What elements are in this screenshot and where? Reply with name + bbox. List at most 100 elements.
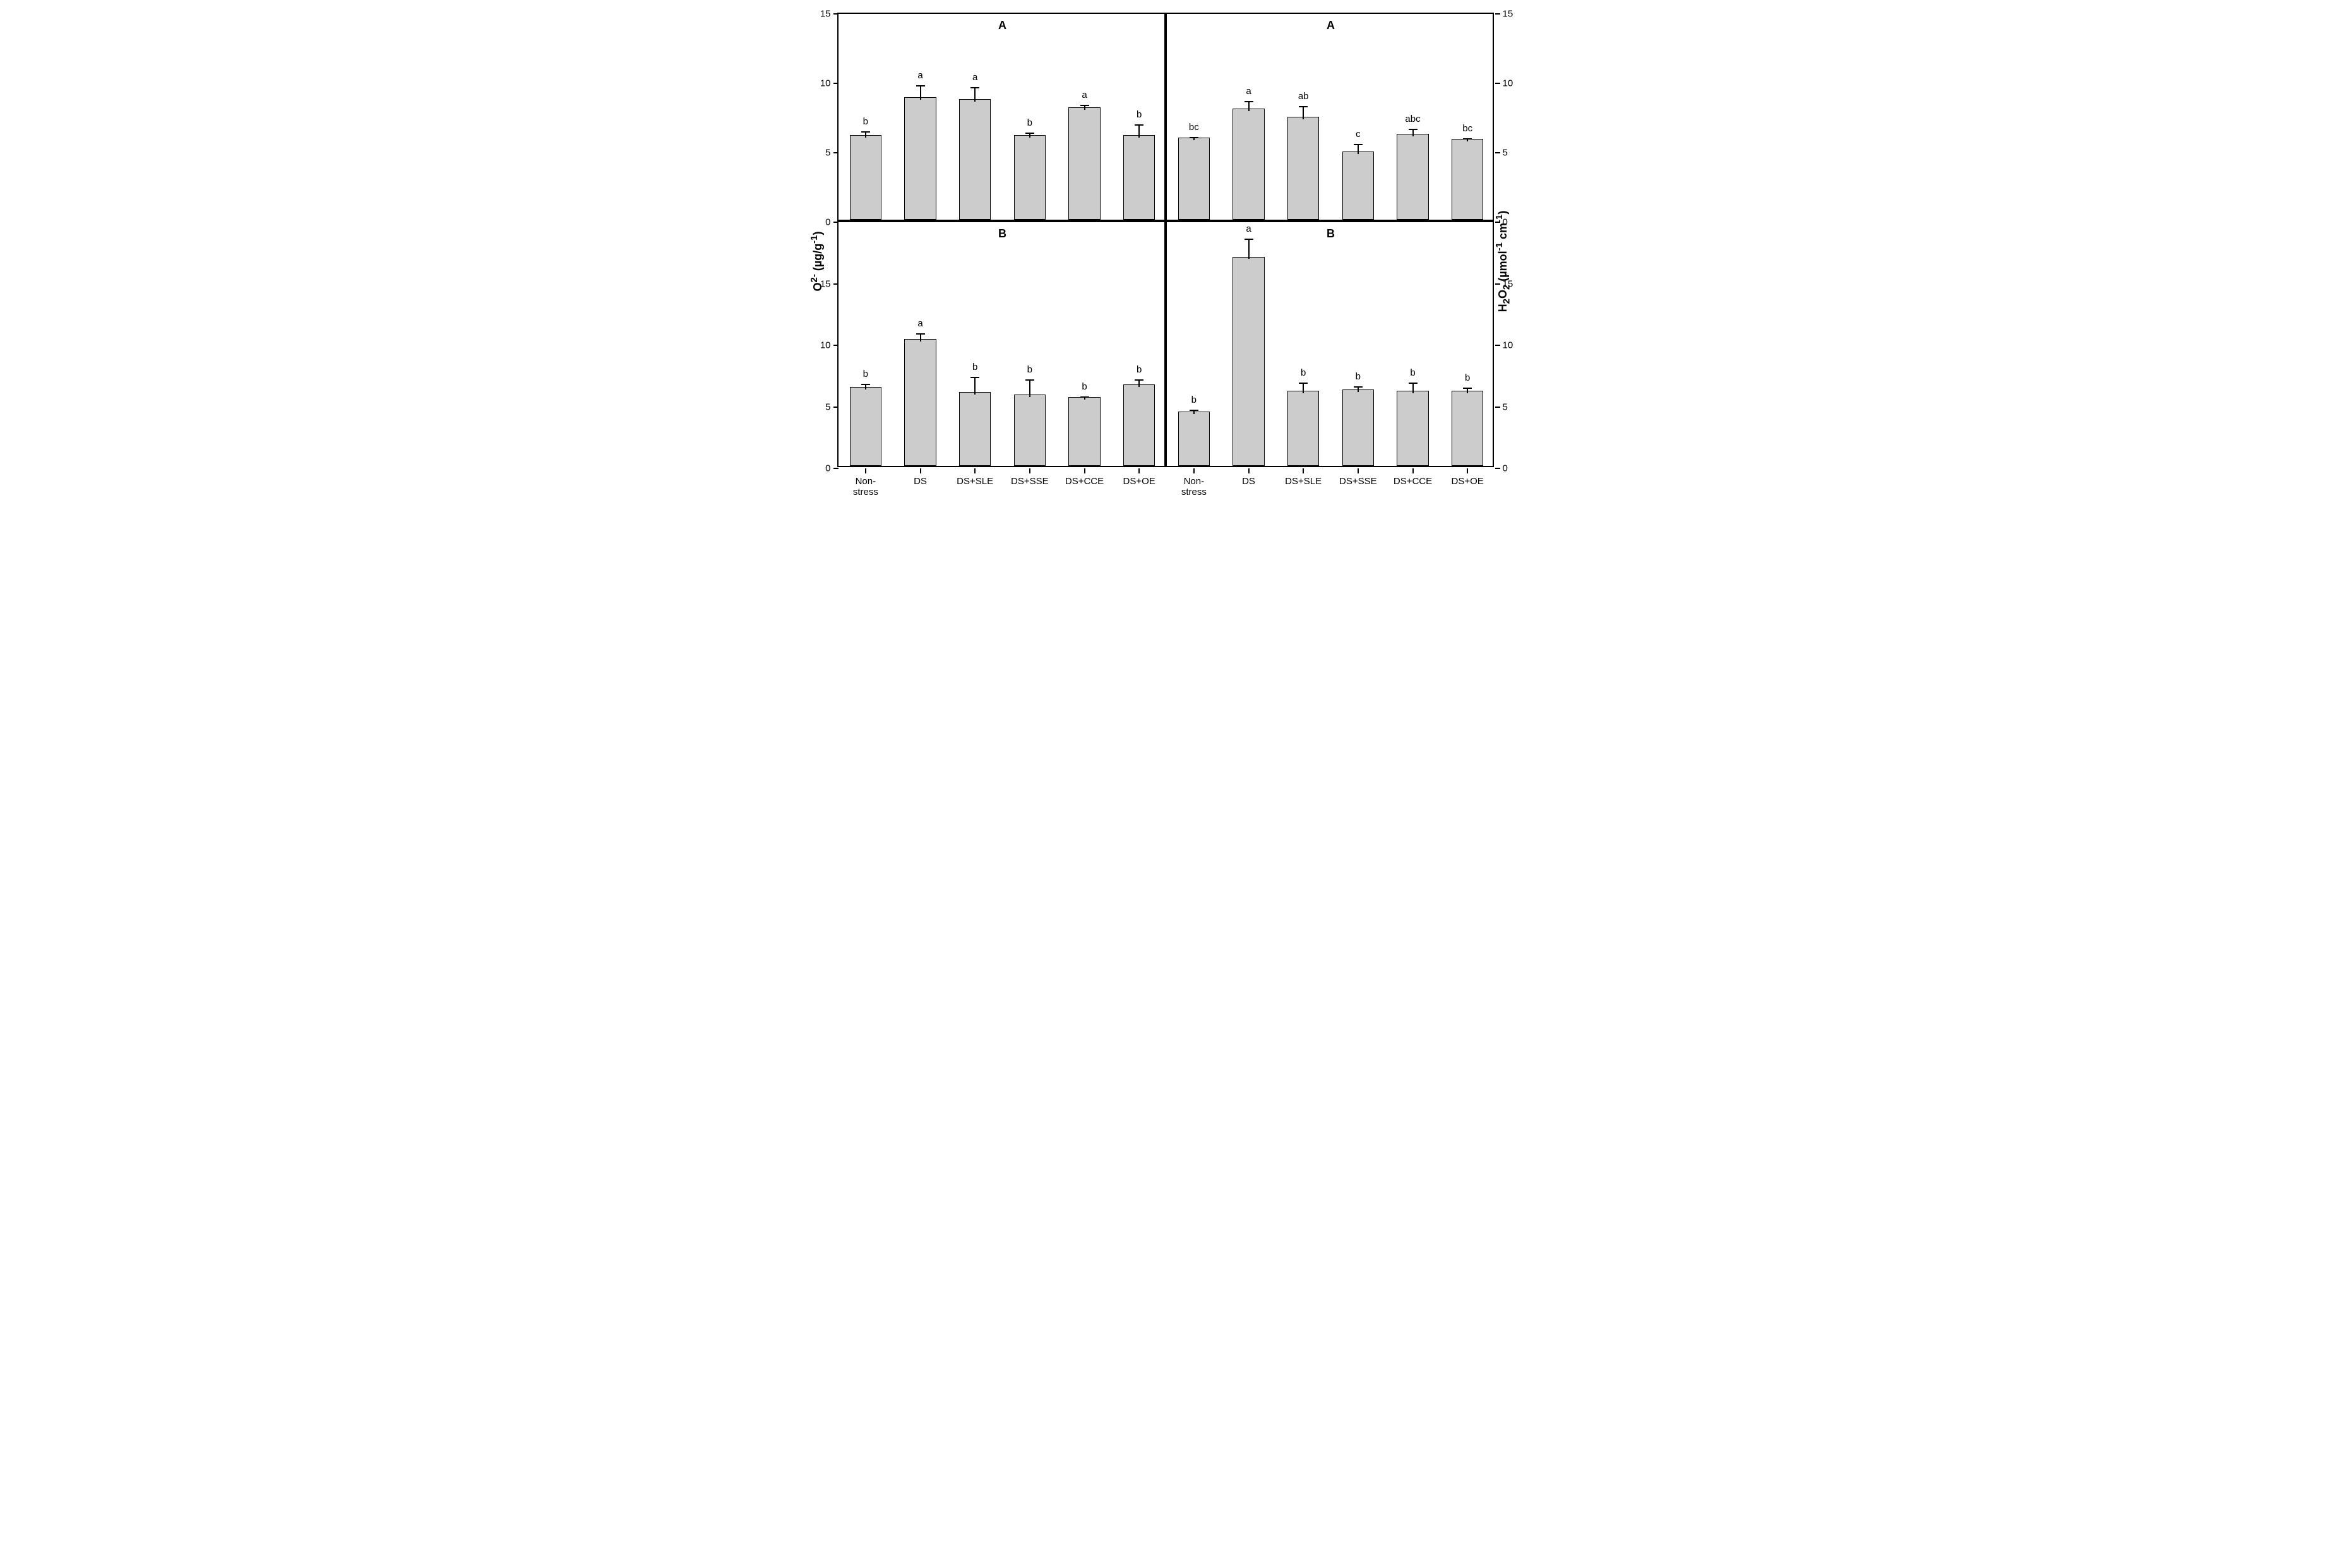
y-tick-label: 0 <box>1503 463 1508 474</box>
error-bar-cap <box>1135 379 1143 381</box>
x-category-label: DS+SLE <box>1285 476 1322 487</box>
panel-top-right: 051015Abcaabcabcbc <box>1166 13 1494 221</box>
y-tick <box>1495 13 1500 15</box>
significance-label: b <box>1027 117 1032 128</box>
significance-label: a <box>1082 90 1087 100</box>
error-bar-cap <box>1190 410 1198 411</box>
x-tick <box>1248 468 1250 473</box>
error-bar-cap <box>1245 101 1253 102</box>
error-bar-cap <box>1190 137 1198 138</box>
y-tick-label: 10 <box>1503 78 1513 89</box>
bar <box>1342 151 1374 220</box>
error-bar <box>1412 383 1414 393</box>
x-tick <box>1029 468 1030 473</box>
error-bar-cap <box>1409 383 1418 384</box>
x-tick <box>1138 468 1140 473</box>
x-tick <box>865 468 866 473</box>
y-tick-label: 5 <box>1503 148 1508 158</box>
bar <box>1123 384 1155 466</box>
y-tick-label: 5 <box>806 148 831 158</box>
y-tick-label: 0 <box>1503 217 1508 228</box>
error-bar <box>974 88 976 102</box>
figure-root: O2- (µg/g-1) H2O2 (µmol-1 cm-1) 051015Ab… <box>780 0 1560 523</box>
x-tick <box>1303 468 1304 473</box>
y-tick <box>1495 283 1500 285</box>
error-bar-cap <box>1299 106 1308 107</box>
x-category-label: Non-stress <box>1181 476 1207 498</box>
panel-top-left: 051015Abaabab <box>837 13 1166 221</box>
error-bar <box>1138 125 1140 138</box>
y-tick <box>1495 222 1500 223</box>
error-bar-cap <box>861 384 870 385</box>
x-category-label: DS+CCE <box>1065 476 1104 487</box>
error-bar <box>1412 129 1414 136</box>
error-bar-cap <box>970 377 979 378</box>
significance-label: a <box>972 72 977 83</box>
panel-title: A <box>1327 19 1335 32</box>
x-tick <box>974 468 976 473</box>
bar <box>1233 257 1264 466</box>
bar <box>1178 138 1210 220</box>
y-tick-label: 0 <box>806 463 831 474</box>
significance-label: b <box>863 116 868 127</box>
bar <box>1287 391 1319 466</box>
error-bar <box>1303 107 1304 119</box>
error-bar-cap <box>1025 379 1034 381</box>
bar <box>1014 135 1046 220</box>
x-tick <box>1358 468 1359 473</box>
error-bar <box>1358 387 1359 392</box>
significance-label: b <box>863 369 868 379</box>
error-bar <box>865 132 866 138</box>
error-bar-cap <box>1299 383 1308 384</box>
error-bar-cap <box>1463 138 1472 140</box>
bar <box>1014 395 1046 466</box>
y-tick-label: 10 <box>1503 340 1513 351</box>
x-category-label: DS+SSE <box>1011 476 1049 487</box>
y-tick <box>833 13 839 15</box>
error-bar <box>1248 239 1250 259</box>
significance-label: b <box>1191 395 1197 405</box>
x-category-label: DS+SLE <box>957 476 993 487</box>
significance-label: b <box>972 362 977 372</box>
error-bar <box>1248 102 1250 111</box>
significance-label: abc <box>1405 114 1420 124</box>
significance-label: b <box>1137 364 1142 375</box>
error-bar-cap <box>1354 386 1363 388</box>
bar <box>1123 135 1155 220</box>
significance-label: b <box>1301 367 1306 378</box>
bar <box>1342 389 1374 466</box>
y-tick-label: 10 <box>806 78 831 89</box>
significance-label: b <box>1410 367 1415 378</box>
y-tick <box>833 152 839 153</box>
significance-label: b <box>1027 364 1032 375</box>
error-bar-cap <box>970 87 979 88</box>
error-bar-cap <box>861 131 870 133</box>
error-bar <box>1303 383 1304 393</box>
panel-title: B <box>998 227 1006 241</box>
y-tick-label: 15 <box>1503 9 1513 20</box>
significance-label: ab <box>1298 91 1309 102</box>
bar <box>1287 117 1319 220</box>
significance-label: b <box>1465 372 1470 383</box>
error-bar <box>865 384 866 389</box>
x-category-label: DS+OE <box>1123 476 1155 487</box>
error-bar-cap <box>1135 124 1143 126</box>
error-bar <box>920 86 921 100</box>
y-tick <box>1495 83 1500 84</box>
significance-label: b <box>1356 371 1361 382</box>
significance-label: a <box>917 70 922 81</box>
y-tick <box>833 468 839 469</box>
y-tick-label: 5 <box>806 401 831 412</box>
bar <box>1068 397 1100 466</box>
panel-title: A <box>998 19 1006 32</box>
error-bar-cap <box>1409 129 1418 130</box>
significance-label: a <box>1246 86 1251 97</box>
x-category-label: DS <box>1242 476 1255 487</box>
x-category-label: DS+CCE <box>1394 476 1432 487</box>
y-tick <box>1495 468 1500 469</box>
bar <box>850 387 881 466</box>
bar <box>1397 134 1428 220</box>
significance-label: bc <box>1462 123 1472 134</box>
y-tick <box>833 407 839 408</box>
y-tick <box>1495 152 1500 153</box>
